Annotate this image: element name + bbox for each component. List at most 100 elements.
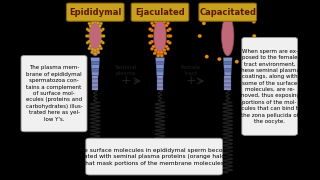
Ellipse shape <box>150 40 154 43</box>
Ellipse shape <box>152 45 155 48</box>
Polygon shape <box>223 58 232 61</box>
Ellipse shape <box>148 34 151 38</box>
Text: When sperm are ex-
posed to the female
tract environment,
these seminal plasma
c: When sperm are ex- posed to the female t… <box>238 49 301 124</box>
Ellipse shape <box>100 40 103 43</box>
Ellipse shape <box>221 16 234 56</box>
Ellipse shape <box>102 35 105 37</box>
Ellipse shape <box>153 17 156 20</box>
Polygon shape <box>156 72 164 76</box>
Polygon shape <box>92 72 99 76</box>
Ellipse shape <box>91 51 93 54</box>
Ellipse shape <box>152 24 155 27</box>
Polygon shape <box>91 58 100 61</box>
Ellipse shape <box>87 35 90 37</box>
Text: Capacitated: Capacitated <box>199 8 256 17</box>
Ellipse shape <box>99 45 101 48</box>
Polygon shape <box>157 86 163 88</box>
Polygon shape <box>156 58 164 61</box>
Ellipse shape <box>148 28 152 31</box>
FancyBboxPatch shape <box>199 3 257 21</box>
Ellipse shape <box>169 34 172 38</box>
Polygon shape <box>224 88 231 90</box>
Ellipse shape <box>235 8 238 12</box>
Polygon shape <box>224 72 231 76</box>
Ellipse shape <box>99 24 101 27</box>
Ellipse shape <box>101 28 105 31</box>
Ellipse shape <box>156 54 160 57</box>
Text: Ejaculated: Ejaculated <box>135 8 185 17</box>
Ellipse shape <box>167 34 170 38</box>
Ellipse shape <box>94 49 97 52</box>
Ellipse shape <box>89 45 92 48</box>
Ellipse shape <box>150 22 154 25</box>
Polygon shape <box>92 82 99 84</box>
Polygon shape <box>157 78 163 80</box>
Ellipse shape <box>89 24 92 27</box>
Ellipse shape <box>252 34 256 38</box>
Polygon shape <box>224 78 231 80</box>
Ellipse shape <box>91 48 94 51</box>
Ellipse shape <box>218 3 222 7</box>
Text: +: + <box>121 75 132 87</box>
Ellipse shape <box>94 20 97 23</box>
Polygon shape <box>91 65 99 68</box>
Ellipse shape <box>217 57 221 61</box>
Ellipse shape <box>160 51 163 54</box>
Polygon shape <box>156 65 164 68</box>
Ellipse shape <box>97 51 100 54</box>
Ellipse shape <box>166 29 170 32</box>
Polygon shape <box>157 84 163 86</box>
Ellipse shape <box>88 22 91 25</box>
Polygon shape <box>156 68 164 72</box>
Polygon shape <box>92 84 99 86</box>
Ellipse shape <box>165 45 168 48</box>
Ellipse shape <box>168 28 172 31</box>
Text: Female
tract: Female tract <box>181 65 201 76</box>
Ellipse shape <box>168 41 172 44</box>
Ellipse shape <box>166 40 170 43</box>
Polygon shape <box>92 86 99 88</box>
Ellipse shape <box>150 29 154 32</box>
Ellipse shape <box>156 15 160 18</box>
Polygon shape <box>224 76 231 78</box>
Ellipse shape <box>100 29 103 32</box>
Ellipse shape <box>91 21 94 24</box>
FancyBboxPatch shape <box>131 3 189 21</box>
Ellipse shape <box>154 16 166 56</box>
Ellipse shape <box>100 47 103 50</box>
Ellipse shape <box>160 15 164 18</box>
FancyBboxPatch shape <box>21 55 87 132</box>
Ellipse shape <box>100 22 103 25</box>
FancyBboxPatch shape <box>242 37 298 135</box>
Ellipse shape <box>165 24 168 27</box>
Ellipse shape <box>154 49 157 52</box>
Ellipse shape <box>97 18 100 21</box>
Polygon shape <box>157 82 163 84</box>
Text: +: + <box>186 75 196 87</box>
Ellipse shape <box>160 18 163 21</box>
Ellipse shape <box>150 34 153 38</box>
Polygon shape <box>157 88 163 90</box>
Ellipse shape <box>160 54 164 57</box>
Polygon shape <box>157 80 163 82</box>
Polygon shape <box>156 61 164 65</box>
Polygon shape <box>224 65 232 68</box>
Ellipse shape <box>153 52 156 55</box>
Text: The plasma mem-
brane of epididymal
spermatozoa con-
tains a complement
of surfa: The plasma mem- brane of epididymal sper… <box>26 66 82 122</box>
Text: Epididymal: Epididymal <box>69 8 121 17</box>
Ellipse shape <box>85 35 88 37</box>
Ellipse shape <box>89 16 101 56</box>
Ellipse shape <box>87 40 90 43</box>
FancyBboxPatch shape <box>86 138 222 175</box>
Ellipse shape <box>86 28 89 31</box>
Ellipse shape <box>150 47 154 50</box>
Ellipse shape <box>163 20 166 23</box>
Ellipse shape <box>252 20 256 24</box>
Polygon shape <box>224 84 231 86</box>
Ellipse shape <box>202 21 206 25</box>
Ellipse shape <box>163 49 166 52</box>
Ellipse shape <box>205 55 209 58</box>
Polygon shape <box>92 76 99 78</box>
Ellipse shape <box>157 18 160 21</box>
Ellipse shape <box>94 52 97 55</box>
